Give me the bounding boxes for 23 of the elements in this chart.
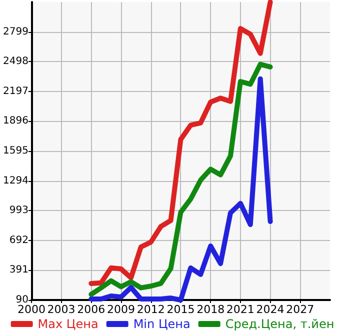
x-tick-label: 2018 <box>196 303 225 316</box>
y-tick-label: 993 <box>9 205 28 216</box>
x-tick-label: 2021 <box>226 303 254 316</box>
legend-label: Max Цена <box>38 317 98 331</box>
y-tick-label: 391 <box>9 264 28 276</box>
x-tick-label: 2003 <box>47 303 76 316</box>
y-tick-label: 90 <box>16 294 28 306</box>
x-tick-label: 2006 <box>77 303 106 316</box>
y-tick-label: 1595 <box>2 146 28 156</box>
x-tick-label: 2027 <box>286 303 314 316</box>
y-tick-label: 1294 <box>2 175 28 186</box>
y-tick-label: 1896 <box>2 116 28 127</box>
x-tick-label: 2024 <box>256 303 284 316</box>
y-tick-label: 692 <box>9 234 28 246</box>
y-tick-label: 2498 <box>2 56 28 68</box>
x-tick-label: 2015 <box>166 303 195 316</box>
legend-label: Сред.Цена, т.йен <box>225 317 334 331</box>
x-tick-label: 2000 <box>17 303 46 316</box>
legend-label: Min Цена <box>133 317 190 331</box>
y-tick-label: 2197 <box>2 86 28 97</box>
y-tick-label: 2799 <box>2 26 28 38</box>
x-tick-label: 2012 <box>136 303 165 316</box>
x-tick-label: 2009 <box>107 303 136 316</box>
